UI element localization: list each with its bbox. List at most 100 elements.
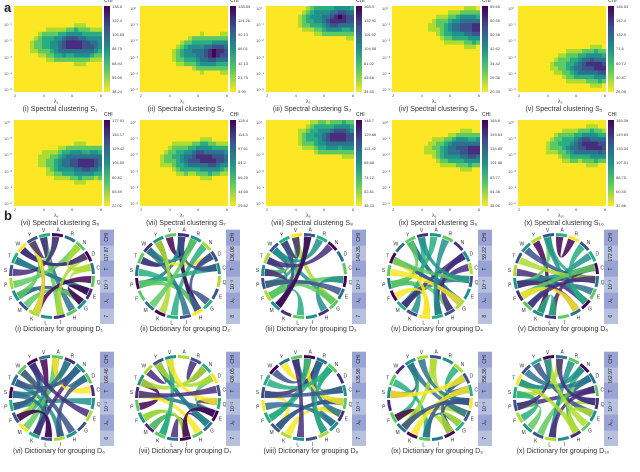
chord-segment — [579, 241, 590, 251]
x-tick: 8 — [603, 207, 606, 212]
colorbar-tick: 83.77 — [490, 174, 501, 180]
amino-acid-label: G — [462, 428, 466, 434]
chord-segment — [263, 290, 272, 302]
chord-segment — [18, 301, 29, 311]
amino-acid-label: N — [83, 240, 87, 246]
chord-segment — [444, 430, 456, 439]
chord-side-label: T — [478, 261, 492, 277]
y-tick: 10⁻⁵ — [4, 86, 13, 92]
amino-acid-label: W — [142, 364, 147, 370]
chord-segment — [90, 398, 95, 410]
colorbar-tick: 84.2 — [238, 160, 246, 166]
chord-segment — [570, 430, 582, 439]
amino-acid-label: H — [451, 437, 455, 443]
amino-acid-label: R — [322, 354, 326, 360]
amino-acid-label: M — [270, 308, 274, 314]
colorbar-ticks: 165.8 149.63 134.85 101.88 83.77 64.36 38.06 — [490, 118, 512, 208]
chord-side-label: 7 — [608, 436, 614, 440]
chord-segment — [84, 250, 93, 262]
x-tick: 2 — [518, 93, 521, 98]
y-tick: 10⁻² — [382, 152, 390, 158]
chord-segment — [515, 252, 523, 264]
chord-ribbon — [142, 409, 191, 438]
heatmap-caption: (x) Spectral clustering S₁₀ — [524, 220, 604, 227]
x-tick: 4 — [294, 207, 297, 212]
chord-segment — [557, 436, 570, 441]
amino-acid-label: V — [420, 228, 424, 234]
y-axis-ticks: 10⁰ 10⁻¹ 10⁻² 10⁻³ 10⁻⁴ 10⁻⁵ — [508, 120, 517, 206]
colorbar-tick: 138.55 — [238, 4, 251, 9]
colorbar-tick: 146.7 — [364, 118, 375, 123]
chord-segment — [515, 374, 523, 386]
chord-segment — [581, 299, 591, 310]
colorbar-tick: 22.02 — [112, 202, 123, 208]
amino-acid-label: I — [564, 442, 565, 448]
chord-side-label: CHI — [604, 352, 618, 368]
amino-acid-label: T — [8, 376, 11, 382]
x-axis-label: λ₂ — [180, 99, 185, 105]
x-axis-ticks: 2 4 6 8 — [140, 93, 228, 98]
colorbar-ticks: 138.55 114.26 90.13 66.01 42.13 21.75 9.99 — [238, 4, 260, 94]
amino-acid-label: D — [595, 374, 599, 380]
chord-caption: (iv) Dictionary for grouping D₄ — [391, 326, 483, 333]
chord-side-label: CHI — [100, 352, 114, 368]
x-tick: 6 — [323, 207, 326, 212]
amino-acid-label: G — [210, 428, 214, 434]
chord-segment — [513, 386, 518, 398]
y-axis-ticks: 10⁰ 10⁻¹ 10⁻² 10⁻³ 10⁻⁴ 10⁻⁵ — [382, 6, 391, 92]
chord-ribbon — [524, 369, 592, 389]
chord-side-label: T — [100, 261, 114, 277]
y-tick: 10⁻³ — [382, 54, 390, 60]
chord-segment — [305, 436, 318, 441]
colorbar-tick: 129.42 — [112, 146, 125, 152]
amino-acid-label: M — [18, 430, 22, 436]
amino-acid-label: E — [93, 416, 97, 422]
y-tick: 10⁻⁴ — [508, 184, 517, 190]
colorbar-tick: 165.39 — [616, 118, 629, 123]
amino-acid-label: M — [396, 430, 400, 436]
chord-ribbon — [406, 240, 462, 305]
chord-segment — [53, 436, 66, 441]
x-axis-label: λ₁ — [54, 99, 59, 105]
amino-acid-label: P — [256, 283, 260, 289]
y-tick: 10⁻¹ — [256, 136, 264, 142]
y-tick: 10⁻⁵ — [382, 200, 391, 206]
chord-segment — [316, 235, 328, 243]
amino-acid-label: D — [217, 374, 221, 380]
x-tick: 4 — [420, 207, 423, 212]
amino-acid-label: T — [260, 376, 263, 382]
amino-acid-label: I — [312, 442, 313, 448]
amino-acid-label: C — [348, 266, 352, 272]
chord-ribbon — [66, 366, 88, 387]
chord-segment — [522, 423, 533, 433]
amino-acid-label: G — [462, 306, 466, 312]
colorbar-tick: 40.87 — [616, 74, 627, 80]
chord-segment — [292, 436, 304, 441]
amino-acid-label: K — [408, 438, 412, 444]
chord-segment — [316, 357, 328, 365]
chord-segment — [318, 430, 330, 439]
chord-segment — [11, 252, 19, 264]
heatmap-caption: (vi) Spectral clustering S₆ — [20, 220, 100, 227]
amino-acid-label: L — [296, 321, 299, 326]
amino-acid-label: K — [30, 438, 34, 444]
colorbar-tick: 114.3 — [238, 132, 248, 138]
y-tick: 10⁻¹ — [508, 22, 516, 28]
amino-acid-label: N — [335, 240, 339, 246]
chord-ribbon — [266, 244, 333, 268]
chord-ribbon — [140, 236, 186, 267]
amino-acid-label: R — [70, 232, 74, 238]
chord-segment — [342, 384, 347, 397]
chord-segment — [85, 288, 93, 300]
colorbar-tick: 132.92 — [364, 18, 377, 24]
amino-acid-label: V — [546, 228, 550, 234]
chord-segment — [216, 276, 221, 288]
x-axis-ticks: 2 4 6 8 — [392, 207, 480, 212]
chord-side-label: λ₁ — [100, 292, 114, 309]
panel-b-label: b — [4, 208, 12, 223]
amino-acid-label: C — [474, 266, 478, 272]
x-tick: 2 — [518, 207, 521, 212]
chord-segment — [210, 372, 219, 384]
amino-acid-label: F — [135, 418, 138, 424]
y-tick: 10⁻³ — [256, 168, 264, 174]
